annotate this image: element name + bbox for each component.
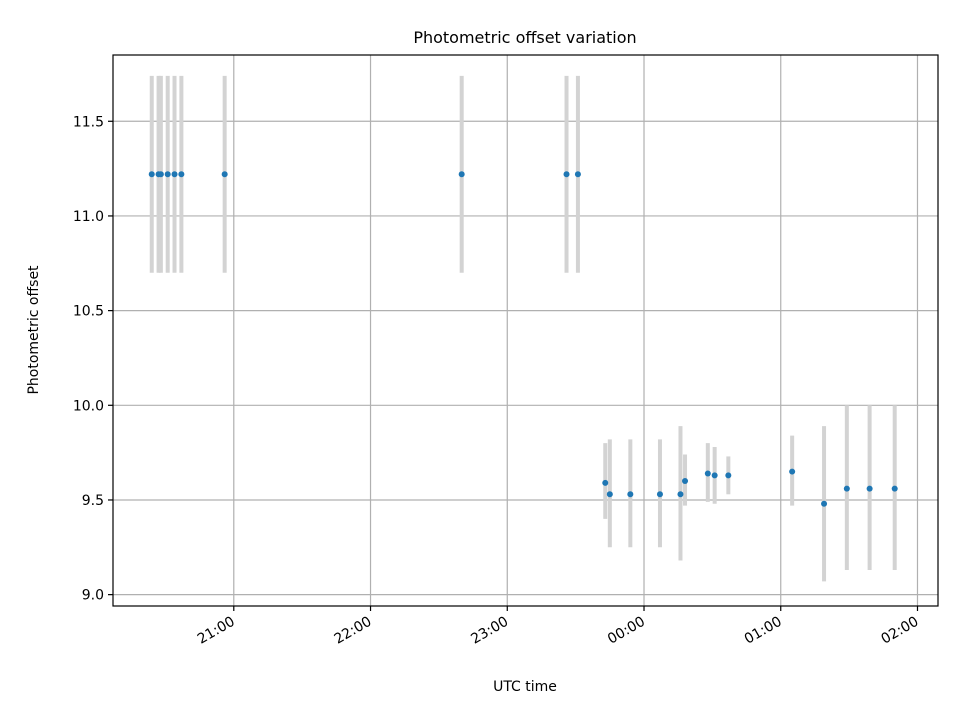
data-point xyxy=(789,468,796,475)
data-point xyxy=(606,491,613,498)
data-point xyxy=(725,472,732,479)
y-tick-label: 10.0 xyxy=(73,398,104,414)
y-tick-label: 10.5 xyxy=(73,304,104,320)
data-point xyxy=(178,171,185,178)
y-tick-label: 9.0 xyxy=(82,588,104,604)
y-tick-label: 9.5 xyxy=(82,493,104,509)
data-point xyxy=(704,470,711,477)
grid-layer xyxy=(113,55,938,606)
chart-title: Photometric offset variation xyxy=(413,28,636,47)
data-point xyxy=(677,491,684,498)
y-tick-label: 11.0 xyxy=(73,209,104,225)
data-point xyxy=(627,491,634,498)
data-point xyxy=(574,171,581,178)
plot-frame xyxy=(112,54,939,607)
data-point xyxy=(843,485,850,492)
data-point xyxy=(458,171,465,178)
data-point xyxy=(221,171,228,178)
data-point xyxy=(148,171,155,178)
data-point xyxy=(866,485,873,492)
data-point xyxy=(164,171,171,178)
data-point xyxy=(656,491,663,498)
y-tick-label: 11.5 xyxy=(73,114,104,130)
data-point xyxy=(711,472,718,479)
y-axis-label: Photometric offset xyxy=(26,265,42,395)
data-point xyxy=(157,171,164,178)
x-axis-label: UTC time xyxy=(493,679,557,695)
data-point xyxy=(682,478,689,485)
data-point xyxy=(602,479,609,486)
data-point-layer xyxy=(148,171,898,507)
data-point xyxy=(171,171,178,178)
data-point xyxy=(891,485,898,492)
y-tick-layer: 9.0 9.5 10.0 10.5 11.0 11.5 xyxy=(73,114,113,604)
data-point xyxy=(563,171,570,178)
data-point xyxy=(821,500,828,507)
